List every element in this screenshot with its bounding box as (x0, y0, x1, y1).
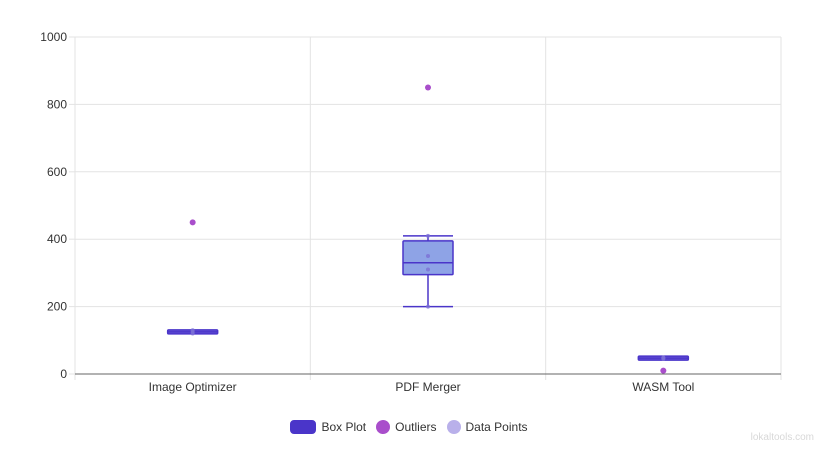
y-tick-label: 200 (47, 300, 67, 314)
data-point (661, 355, 666, 360)
y-tick-label: 0 (60, 367, 67, 381)
outlier-point (189, 219, 196, 226)
data-point (426, 267, 430, 272)
data-point (426, 304, 430, 309)
box-plot-chart: 0 200 400 600 800 1000 Image Optimizer PDF Merg… (40, 30, 782, 394)
data-point (426, 254, 430, 259)
outlier-point (425, 84, 431, 91)
legend-swatch (446, 420, 461, 434)
data-point (426, 233, 430, 238)
legend-item[interactable]: Data Points (446, 420, 528, 434)
watermark: lokaltools.com (750, 432, 814, 443)
legend-item[interactable]: Box Plot (290, 420, 366, 434)
legend-label: Box Plot (321, 420, 367, 434)
legend-swatch (376, 420, 391, 434)
legend-label: Outliers (395, 420, 437, 434)
y-tick-label: 1000 (40, 30, 67, 44)
y-tick-label: 400 (47, 232, 67, 246)
y-tick-label: 600 (47, 165, 67, 179)
legend-label: Data Points (465, 420, 528, 434)
x-tick-label: WASM Tool (632, 380, 694, 394)
legend-item[interactable]: Outliers (376, 420, 437, 434)
outlier-point (660, 367, 667, 374)
x-tick-label: Image Optimizer (149, 380, 237, 394)
legend-swatch (290, 420, 317, 434)
data-point (190, 328, 195, 333)
chart-legend: Box Plot Outliers Data Points (0, 420, 818, 434)
x-tick-label: PDF Merger (395, 380, 460, 394)
y-tick-label: 800 (47, 97, 67, 111)
